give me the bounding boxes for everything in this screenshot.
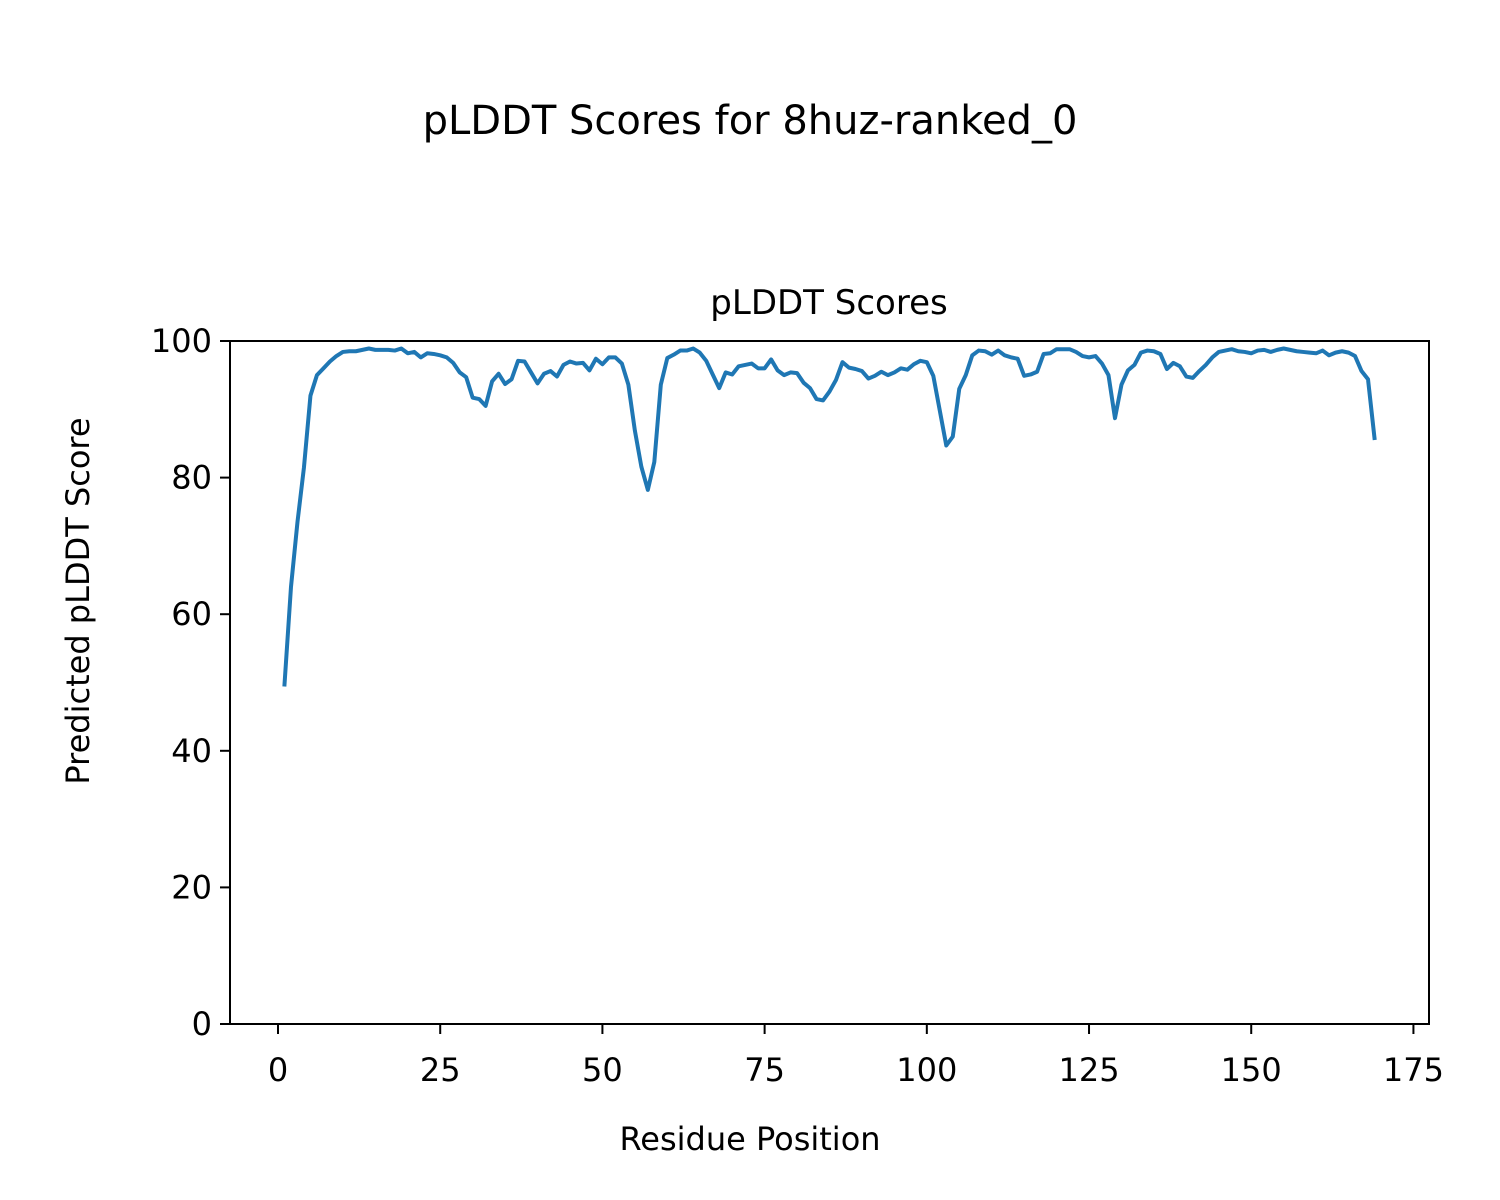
x-tick-label: 75 bbox=[744, 1051, 785, 1089]
x-tick-label: 25 bbox=[420, 1051, 461, 1089]
series-line-plddt bbox=[282, 346, 1377, 687]
x-tick-label: 50 bbox=[582, 1051, 623, 1089]
y-tick-label: 20 bbox=[171, 868, 212, 906]
x-tick-label: 175 bbox=[1383, 1051, 1444, 1089]
x-axis-ticks: 0 25 50 75 100 125 150 175 bbox=[268, 1024, 1444, 1089]
x-tick-label: 150 bbox=[1221, 1051, 1282, 1089]
y-tick-label: 80 bbox=[171, 459, 212, 497]
figure-suptitle: pLDDT Scores for 8huz-ranked_0 bbox=[423, 98, 1078, 144]
plot-frame bbox=[229, 340, 1430, 1025]
x-tick-label: 125 bbox=[1058, 1051, 1119, 1089]
x-tick-label: 0 bbox=[268, 1051, 288, 1089]
y-tick-label: 0 bbox=[192, 1005, 212, 1043]
x-tick-label: 100 bbox=[896, 1051, 957, 1089]
x-axis-label: Residue Position bbox=[619, 1120, 880, 1158]
y-tick-label: 40 bbox=[171, 732, 212, 770]
y-tick-label: 100 bbox=[151, 322, 212, 360]
y-axis-label: Predicted pLDDT Score bbox=[59, 417, 97, 784]
chart-title: pLDDT Scores bbox=[710, 283, 947, 323]
y-tick-label: 60 bbox=[171, 595, 212, 633]
y-axis-ticks: 0 20 40 60 80 100 bbox=[151, 322, 230, 1043]
